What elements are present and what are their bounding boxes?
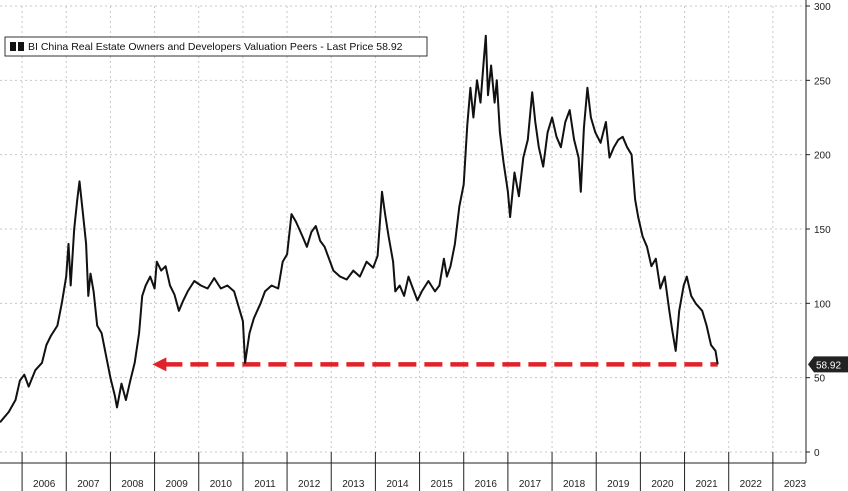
y-tick-label: 100 — [814, 299, 831, 310]
x-tick-label: 2009 — [166, 479, 189, 490]
last-value-tag-group: 58.92 — [808, 356, 848, 373]
y-tick-label: 50 — [814, 374, 826, 385]
x-tick-label: 2017 — [519, 479, 542, 490]
x-tick-label: 2014 — [386, 479, 409, 490]
x-tick-label: 2012 — [298, 479, 321, 490]
last-value-label: 58.92 — [816, 360, 841, 371]
x-tick-label: 2016 — [475, 479, 498, 490]
y-tick-label: 0 — [814, 448, 820, 459]
reference-line-group — [152, 357, 718, 372]
x-tick-label: 2018 — [563, 479, 586, 490]
last-value-tag — [808, 356, 848, 373]
x-tick-label: 2010 — [210, 479, 233, 490]
legend-label: BI China Real Estate Owners and Develope… — [28, 41, 403, 53]
x-tick-label: 2013 — [342, 479, 365, 490]
x-tick-label: 2015 — [431, 479, 454, 490]
x-tick-label: 2023 — [784, 479, 807, 490]
legend: BI China Real Estate Owners and Develope… — [4, 36, 428, 57]
x-tick-label: 2007 — [77, 479, 100, 490]
series-group — [0, 34, 719, 423]
y-tick-label: 300 — [814, 2, 831, 13]
y-tick-label: 250 — [814, 76, 831, 87]
x-tick-label: 2021 — [696, 479, 719, 490]
y-tick-label: 200 — [814, 151, 831, 162]
series-line — [0, 34, 719, 423]
x-tick-label: 2006 — [33, 479, 56, 490]
reference-arrowhead — [152, 357, 167, 372]
x-tick-label: 2020 — [651, 479, 674, 490]
legend-swatch-bar — [18, 42, 24, 51]
x-tick-label: 2019 — [607, 479, 630, 490]
legend-swatch — [10, 42, 16, 51]
x-tick-label: 2022 — [740, 479, 763, 490]
x-tick-label: 2011 — [254, 479, 276, 490]
x-tick-label: 2008 — [121, 479, 144, 490]
axes: 0 50 100 150 200 250 300 2006 2007 2008 2009 2010 20… — [0, 0, 831, 491]
legend-box — [4, 36, 428, 57]
y-tick-label: 150 — [814, 225, 831, 236]
